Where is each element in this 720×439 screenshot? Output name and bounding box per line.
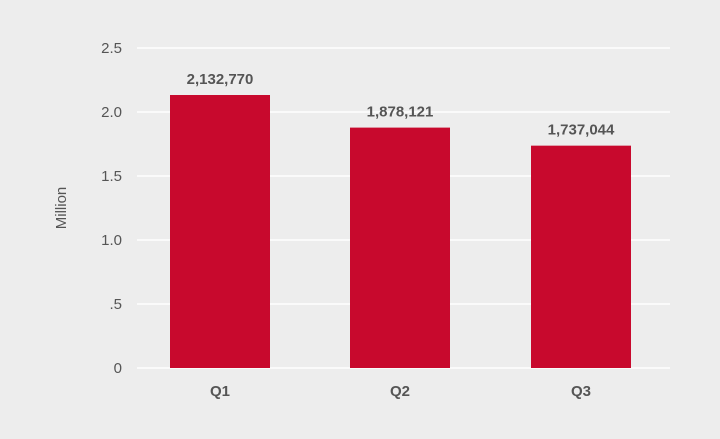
data-labels: 2,132,770 1,878,121 1,737,044 (187, 71, 615, 139)
y-tick-label: 1.0 (101, 232, 122, 249)
y-tick-label: 2.0 (101, 104, 122, 121)
y-tick-label: 1.5 (101, 168, 122, 185)
x-axis-ticks: Q1 Q2 Q3 (210, 383, 591, 400)
data-label: 2,132,770 (187, 71, 254, 88)
x-tick-label: Q1 (210, 383, 230, 400)
x-tick-label: Q2 (390, 383, 410, 400)
x-tick-label: Q3 (571, 383, 591, 400)
y-tick-label: 0 (114, 360, 122, 377)
y-tick-label: .5 (109, 296, 122, 313)
bars (170, 95, 631, 369)
bar-q3 (531, 145, 631, 368)
y-tick-label: 2.5 (101, 40, 122, 57)
bar-q2 (350, 127, 450, 368)
data-label: 1,878,121 (367, 104, 434, 121)
y-axis-label: Million (53, 187, 70, 230)
bar-q1 (170, 95, 270, 369)
data-label: 1,737,044 (548, 122, 615, 139)
y-axis-ticks: 0 .5 1.0 1.5 2.0 2.5 (101, 40, 122, 377)
